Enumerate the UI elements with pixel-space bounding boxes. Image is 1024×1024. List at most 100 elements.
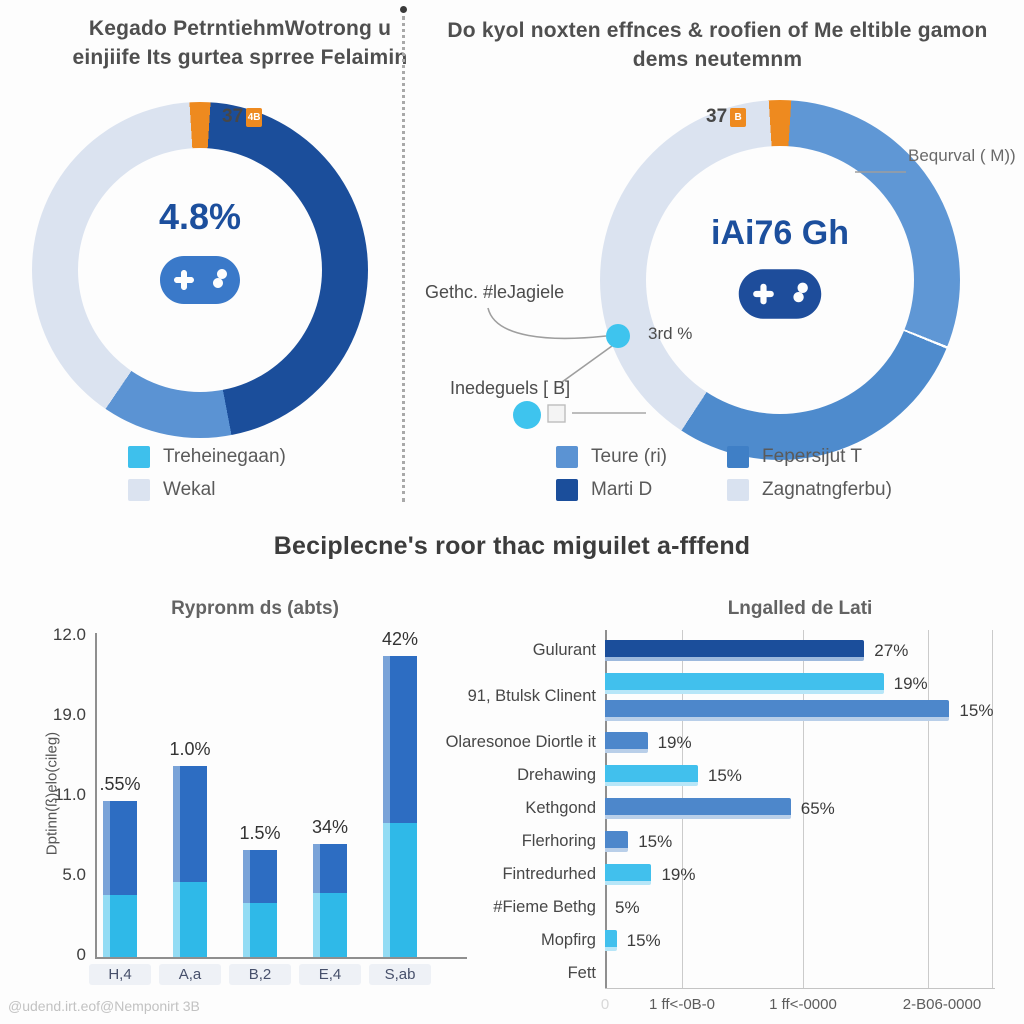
hbar-row-label: Drehawing: [517, 766, 596, 784]
hchart-xtick: 2-B06-0000: [902, 996, 982, 1013]
callout-mid-value: 3rd %: [648, 324, 693, 343]
cyan-marker-dot: [513, 401, 541, 429]
donut-left-top-label: 37 4B: [222, 106, 263, 128]
legend-label: Fepersijut T: [762, 446, 862, 467]
panel-left-title: Kegado PetrntiehmWotrong u einjiife Its …: [20, 14, 460, 73]
hbar-value-label: 19%: [657, 733, 692, 752]
hchart-gridline: [928, 630, 929, 988]
x-category-label: B,2: [229, 964, 291, 985]
bar-value-label: 34%: [311, 817, 349, 838]
panel-right-title: Do kyol noxten effnces & roofien of Me e…: [425, 16, 1010, 75]
bar-segment-cyan: [103, 895, 137, 957]
legend-label: Wekal: [163, 479, 216, 500]
x-category-label: E,4: [299, 964, 361, 985]
bar-segment-blue: [173, 766, 207, 882]
cyan-marker-dot: [606, 324, 630, 348]
footer-note: @udend.irt.eof@Nemponirt 3B: [8, 998, 200, 1014]
legend-left: Treheinegaan) Wekal: [128, 446, 286, 501]
hbar-row-label: Fintredurhed: [502, 865, 596, 883]
hbar-row-label: Flerhoring: [521, 832, 596, 850]
vertical-bar-chart: Rypronm ds (abts) Dptinn(ß)elo(cileg) 12…: [20, 590, 467, 1010]
legend-swatch: [556, 479, 578, 501]
legend-right: Teure (ri) Marti D Fepersijut T Zagnatngfer…: [556, 446, 892, 501]
legend-item: Wekal: [128, 479, 286, 501]
hbar-row-label: Mopfirg: [540, 931, 596, 949]
legend-item: Treheinegaan): [128, 446, 286, 468]
donut-left-top-label-value: 37: [222, 106, 244, 127]
bar-value-label: 42%: [381, 629, 419, 650]
horizontal-bar-chart: Lngalled de Lati 0 1 ff<-0B-0 1 ff<-0000 2-…: [440, 590, 1020, 1020]
hbar-value-label: 15%: [638, 832, 673, 851]
callout-right-label: Bequrval ( M)): [908, 146, 1016, 165]
donut-right-top-label: 37 B: [706, 106, 747, 128]
legend-item: Zagnatngferbu): [727, 479, 892, 501]
hbar-row-label: 91, Btulsk Clinent: [467, 687, 596, 705]
legend-label: Teure (ri): [591, 446, 668, 467]
hbar-row-label: #Fieme Bethg: [493, 898, 596, 916]
vchart-plot-area: 12.0 19.0 11.0 5.0 0 .55% H,4 1.0% A,a 1.5% B,2 34%…: [20, 590, 460, 1010]
hbar-value-label: 19%: [661, 865, 696, 884]
hchart-title: Lngalled de Lati: [727, 598, 873, 619]
vchart-ytick: 19.0: [52, 705, 86, 724]
bar-segment-blue: [313, 844, 347, 893]
hchart-plot-area: 0 1 ff<-0B-0 1 ff<-0000 2-B06-0000 Gulurant 2…: [440, 590, 1020, 1020]
panel-left-title-line1: Kegado PetrntiehmWotrong u: [88, 17, 392, 40]
bar-segment-cyan: [313, 892, 347, 957]
vchart-ytick: 11.0: [54, 785, 86, 804]
gamepad-icon: [738, 269, 822, 319]
gamepad-icon: [160, 256, 240, 304]
hchart-xtick: 1 ff<-0B-0: [648, 996, 715, 1013]
hbar-value-label: 65%: [800, 799, 835, 818]
separator-dot: [400, 6, 407, 13]
hchart-gridline: [992, 630, 993, 988]
hbar-value-label: 27%: [874, 641, 909, 660]
vchart-ytick: 0: [76, 945, 86, 964]
bar-value-label: .55%: [99, 774, 141, 795]
stacked-bar: [313, 844, 347, 957]
vchart-ytick: 5.0: [62, 865, 86, 884]
bar-value-label: 1.5%: [239, 822, 281, 843]
hbar: [605, 765, 698, 786]
callout-lines-overlay: [487, 171, 906, 429]
orange-badge: B: [730, 107, 747, 127]
donut-left-center: 4.8%: [100, 196, 300, 317]
x-category-label: H,4: [89, 964, 151, 985]
callout-low-label: Inedeguels [ B]: [450, 378, 571, 398]
bar-segment-cyan: [383, 822, 417, 957]
hbar-row-label: Gulurant: [532, 641, 596, 659]
donut-right-top-label-value: 37: [706, 106, 728, 127]
hchart-x-axis: [605, 988, 995, 989]
hbar: [605, 673, 884, 694]
hbar: [605, 831, 629, 852]
donut-right-center: iAi76 Gh: [680, 214, 880, 332]
legend-swatch: [128, 446, 150, 468]
legend-swatch: [128, 479, 150, 501]
vchart-x-axis: [95, 957, 467, 959]
bar-segment-blue: [103, 801, 137, 896]
legend-item: Teure (ri): [556, 446, 667, 468]
x-category-label: A,a: [159, 964, 221, 985]
vchart-ytick: 12.0: [52, 625, 86, 644]
bar-segment-blue: [383, 656, 417, 823]
orange-badge: 4B: [246, 107, 263, 127]
hchart-gridline: [803, 630, 804, 988]
hbar: [605, 640, 865, 661]
legend-label: Zagnatngferbu): [762, 479, 892, 500]
vertical-separator: [402, 16, 405, 502]
legend-item: Fepersijut T: [727, 446, 892, 468]
panel-right-title-line1: Do kyol noxten effnces & roofien of Me e…: [447, 19, 988, 42]
bar-segment-cyan: [243, 903, 277, 957]
x-category-label: S,ab: [369, 964, 431, 985]
callout-mid-label: Gethc. #leJagiele: [425, 282, 565, 302]
legend-label: Marti D: [591, 479, 653, 500]
hbar: [605, 732, 648, 753]
legend-item: Marti D: [556, 479, 667, 501]
hbar-value-label: 15%: [707, 766, 742, 785]
bar-segment-cyan: [173, 881, 207, 957]
legend-label: Treheinegaan): [163, 446, 286, 467]
stacked-bar: [383, 656, 417, 957]
hbar-row-label: Fett: [567, 964, 596, 982]
stacked-bar: [243, 849, 277, 957]
hbar-row-label: Kethgond: [525, 799, 596, 817]
hbar: [605, 864, 652, 885]
